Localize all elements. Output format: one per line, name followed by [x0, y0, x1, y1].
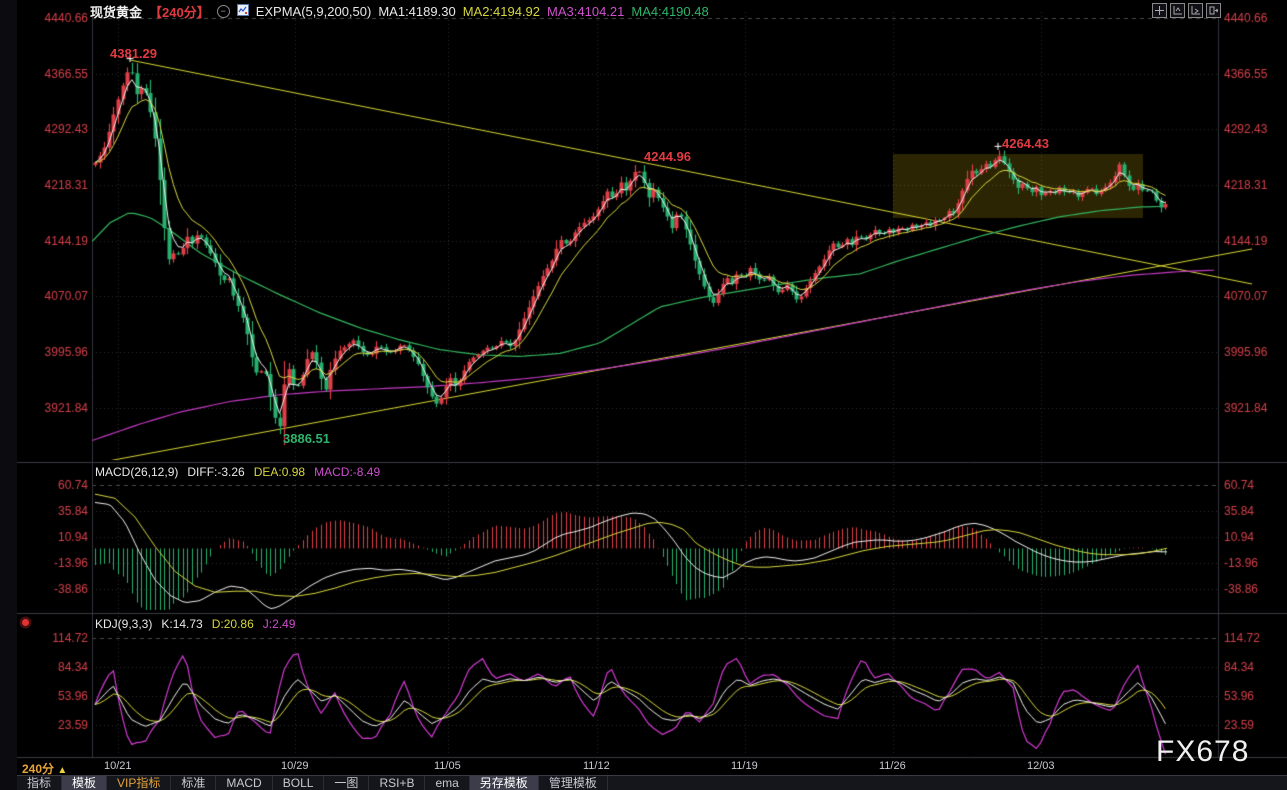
toolbar-button-ema[interactable]: ema	[425, 776, 470, 790]
restore-icon[interactable]	[1206, 3, 1221, 18]
ma1-value: MA1:4189.30	[378, 3, 456, 19]
kdj-name: KDJ(9,3,3)	[95, 617, 153, 631]
d-value: D:20.86	[211, 617, 254, 631]
date-tick: 11/12	[583, 760, 610, 772]
date-tick: 12/03	[1027, 760, 1055, 772]
crosshair-icon[interactable]	[1152, 3, 1167, 18]
ma2-value: MA2:4194.92	[462, 3, 541, 19]
annotation-high-4264: 4264.43	[1002, 136, 1049, 151]
toolbar-button-template[interactable]: 模板	[62, 776, 108, 790]
instrument-name: 现货黄金	[90, 4, 143, 20]
left-tab-rail	[0, 0, 17, 790]
collapse-icon[interactable]: −	[216, 4, 230, 18]
watermark: FX678	[1156, 735, 1250, 768]
y-axis-scale-icon[interactable]	[1170, 3, 1185, 18]
macd-value: MACD:-8.49	[314, 465, 381, 479]
toolbar-button-standard[interactable]: 标准	[171, 776, 217, 790]
diff-value: DIFF:-3.26	[187, 465, 245, 479]
annotation-high-4244: 4244.96	[644, 149, 691, 164]
period-selector-label: 240分	[22, 762, 55, 776]
chart-header: 现货黄金 【240分】 − EXPMA(5,9,200,50) MA1:4189…	[90, 3, 709, 20]
toolbar-button-indicator[interactable]: 指标	[17, 776, 63, 790]
indicator-icon[interactable]	[236, 3, 249, 19]
toolbar-button-boll[interactable]: BOLL	[273, 776, 325, 790]
macd-header: MACD(26,12,9) DIFF:-3.26 DEA:0.98 MACD:-…	[95, 465, 380, 479]
dea-value: DEA:0.98	[253, 465, 306, 479]
date-tick: 11/19	[731, 760, 758, 772]
period-selector[interactable]: 240分 ▲	[22, 760, 67, 777]
expma-label: EXPMA(5,9,200,50)	[255, 3, 372, 19]
toolbar-button-vip-indicator[interactable]: VIP指标	[107, 776, 172, 790]
toolbar-button-rsi-b[interactable]: RSI+B	[369, 776, 426, 790]
k-value: K:14.73	[161, 617, 203, 631]
ma4-value: MA4:4190.48	[631, 3, 709, 19]
date-tick: 10/21	[104, 760, 132, 772]
date-tick: 11/05	[434, 760, 461, 772]
annotation-low-3886: 3886.51	[283, 431, 330, 446]
alert-dot-icon[interactable]	[22, 619, 29, 626]
annotation-high-4381: 4381.29	[110, 46, 157, 61]
date-axis: 10/21 10/29 11/05 11/12 11/19 11/26 12/0…	[17, 758, 1287, 775]
date-tick: 10/29	[281, 760, 309, 772]
j-value: J:2.49	[262, 617, 296, 631]
x-axis-scale-icon[interactable]	[1188, 3, 1203, 18]
macd-name: MACD(26,12,9)	[95, 465, 179, 479]
period-label: 【240分】	[149, 4, 210, 20]
kdj-header: KDJ(9,3,3) K:14.73 D:20.86 J:2.49	[95, 617, 295, 631]
chevron-up-icon: ▲	[57, 765, 68, 776]
toolbar-button-manage-template[interactable]: 管理模板	[539, 776, 608, 790]
ma3-value: MA3:4104.21	[547, 3, 625, 19]
toolbar-button-macd[interactable]: MACD	[216, 776, 273, 790]
toolbar-button-save-template[interactable]: 另存模板	[469, 776, 539, 790]
toolbar-button-one-chart[interactable]: 一图	[324, 776, 370, 790]
date-tick: 11/26	[879, 760, 906, 772]
bottom-toolbar: 指标 模板 VIP指标 标准 MACD BOLL 一图 RSI+B ema 另存…	[17, 775, 1287, 790]
window-buttons	[1152, 3, 1221, 18]
